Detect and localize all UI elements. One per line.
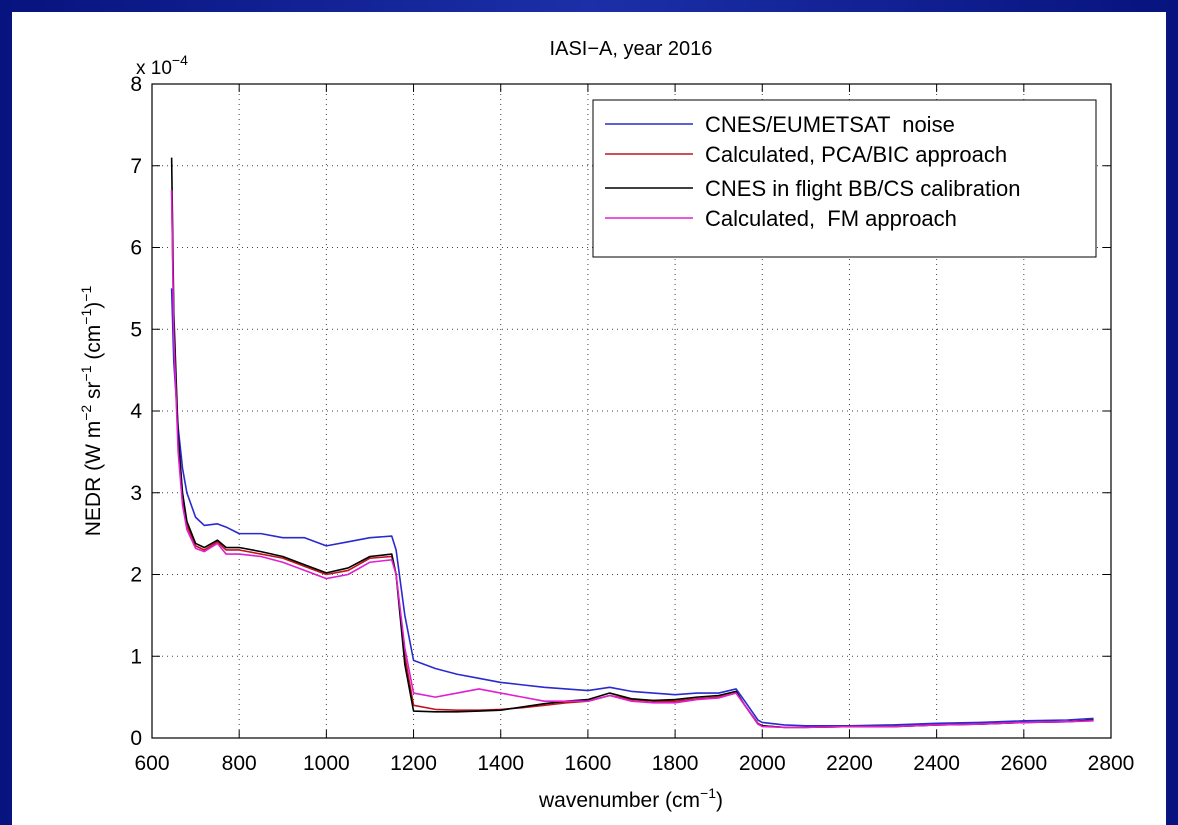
y-axis-label: NEDR (W m−2 sr−1 (cm−1)−1 xyxy=(78,286,105,537)
x-tick-label: 2800 xyxy=(1088,752,1135,775)
series-line xyxy=(170,190,1094,729)
x-tick-label: 1200 xyxy=(390,752,437,775)
x-tick-label: 1000 xyxy=(303,752,350,775)
y-axis-label-part: (cm xyxy=(82,325,105,366)
y-tick-label: 2 xyxy=(130,564,142,587)
legend-label: Calculated, PCA/BIC approach xyxy=(705,142,1007,167)
x-axis-label: wavenumber (cm−1) xyxy=(538,785,723,812)
legend-box xyxy=(592,99,1097,258)
y-axis-label-part: ) xyxy=(82,302,105,309)
y-axis-label-superscript: −1 xyxy=(78,309,94,325)
y-tick-label: 6 xyxy=(130,237,142,260)
legend-label: Calculated, FM approach xyxy=(705,206,957,231)
x-tick-label: 1600 xyxy=(565,752,612,775)
x-tick-label: 2200 xyxy=(826,752,873,775)
y-tick-label: 4 xyxy=(130,400,142,423)
y-axis-label-superscript: −1 xyxy=(78,365,94,381)
y-axis-multiplier: x 10−4 xyxy=(136,52,188,79)
y-axis-multiplier-superscript: −4 xyxy=(172,52,188,68)
y-tick-label: 3 xyxy=(130,482,142,505)
x-tick-label: 800 xyxy=(222,752,257,775)
x-axis-label-superscript: −1 xyxy=(700,785,716,801)
y-axis-label-part: sr xyxy=(82,381,105,404)
y-tick-label: 7 xyxy=(130,155,142,178)
axes-frame xyxy=(151,83,1112,739)
x-axis-label-part: wavenumber (cm xyxy=(538,789,700,812)
y-axis-label-superscript: −2 xyxy=(78,405,94,421)
x-tick-label: 2600 xyxy=(1000,752,1047,775)
y-axis-multiplier-part: x 10 xyxy=(136,58,172,79)
chart-title: IASI−A, year 2016 xyxy=(550,38,713,60)
legend-label: CNES in flight BB/CS calibration xyxy=(705,176,1020,201)
x-axis-label-part: ) xyxy=(716,789,723,812)
x-tick-label: 2000 xyxy=(739,752,786,775)
y-tick-label: 0 xyxy=(130,727,142,750)
x-tick-label: 1400 xyxy=(477,752,524,775)
y-axis-label-superscript: −1 xyxy=(78,286,94,302)
legend-label: CNES/EUMETSAT noise xyxy=(705,112,955,137)
y-axis-label-part: NEDR (W m xyxy=(82,421,105,536)
y-tick-label: 1 xyxy=(130,645,142,668)
x-tick-label: 1800 xyxy=(652,752,699,775)
x-tick-label: 600 xyxy=(134,752,169,775)
y-tick-label: 8 xyxy=(130,73,142,96)
y-tick-label: 5 xyxy=(130,318,142,341)
series-line xyxy=(170,288,1094,727)
x-tick-label: 2400 xyxy=(913,752,960,775)
